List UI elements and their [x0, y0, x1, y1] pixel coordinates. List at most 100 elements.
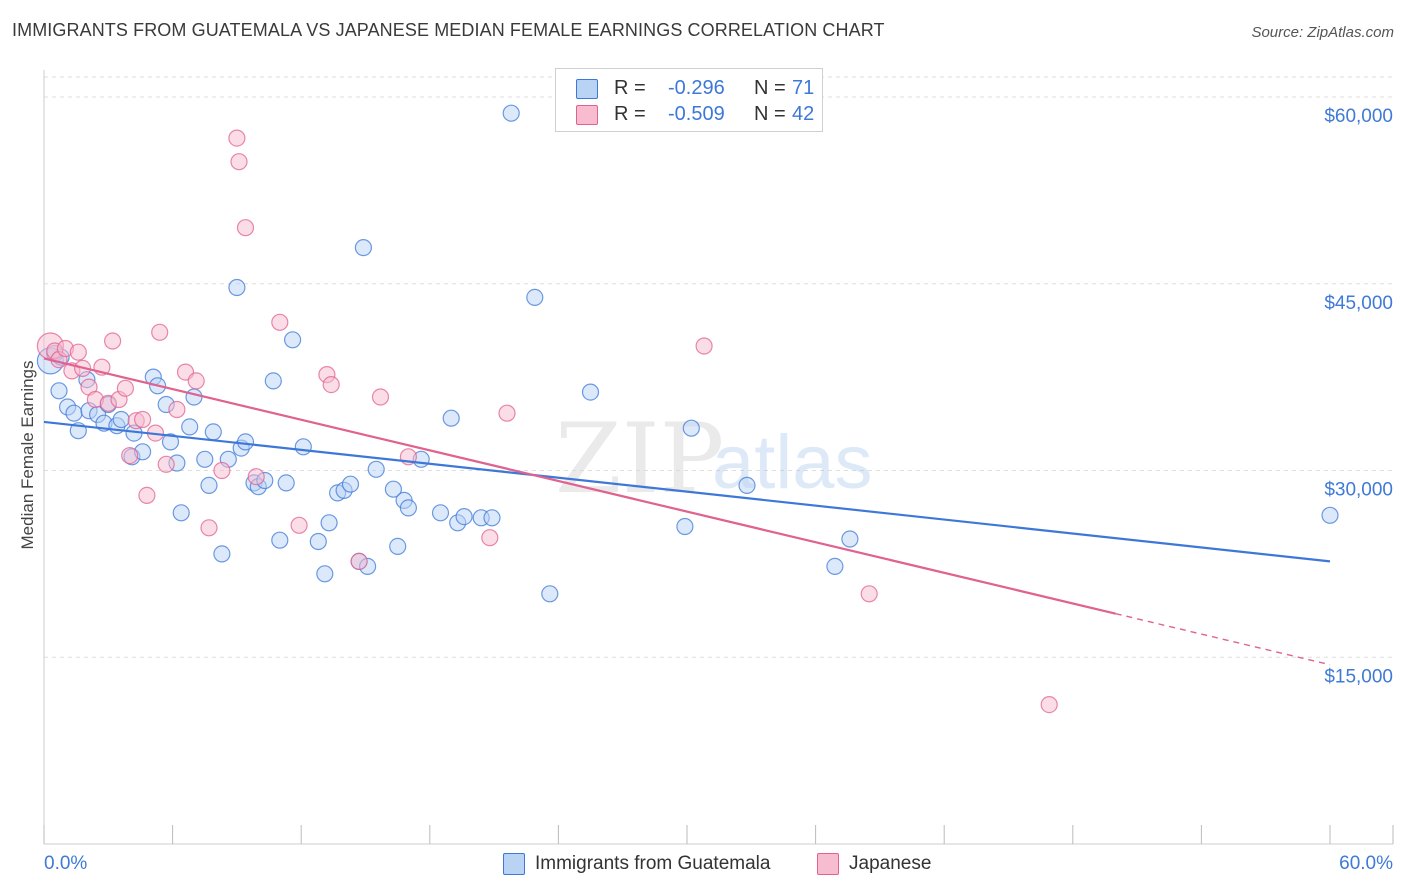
- japanese-point: [230, 153, 248, 171]
- legend-label-guatemala: Immigrants from Guatemala: [535, 853, 771, 874]
- japanese-point: [138, 486, 156, 504]
- x-tick-label: 60.0%: [1339, 853, 1393, 874]
- guatemala-point: [316, 565, 334, 583]
- watermark-atlas: atlas: [712, 420, 873, 505]
- watermark-zip: ZIP: [555, 403, 724, 515]
- zipatlas-watermark: ZIP atlas: [555, 403, 873, 515]
- japanese-point: [228, 129, 246, 147]
- n-value: 42: [792, 103, 815, 125]
- guatemala-point: [367, 460, 385, 478]
- japanese-point: [121, 447, 139, 465]
- japanese-point: [168, 400, 186, 419]
- guatemala-point: [442, 409, 460, 427]
- japanese-trend-line: [43, 357, 1116, 615]
- guatemala-point: [284, 331, 302, 349]
- x-tick-label: 0.0%: [44, 853, 87, 874]
- guatemala-point: [181, 418, 199, 436]
- guatemala-point: [455, 507, 473, 526]
- y-tick-label: $45,000: [1324, 293, 1393, 314]
- trend-lines: [43, 357, 1331, 666]
- guatemala-point: [112, 410, 130, 429]
- guatemala-point: [1321, 506, 1339, 524]
- r-value: -0.509: [668, 103, 725, 125]
- guatemala-point: [65, 404, 83, 422]
- legend-swatch-japanese: [817, 853, 839, 875]
- japanese-point: [350, 552, 368, 571]
- guatemala-point: [277, 474, 295, 492]
- guatemala-trend-line: [43, 420, 1331, 563]
- japanese-point: [213, 461, 231, 480]
- r-label: R =: [614, 77, 646, 99]
- guatemala-point: [213, 545, 231, 563]
- japanese-point: [103, 332, 122, 350]
- chart-source: Source: ZipAtlas.com: [1251, 24, 1394, 41]
- guatemala-point: [389, 537, 407, 556]
- guatemala-point: [309, 532, 327, 551]
- guatemala-point: [541, 585, 559, 603]
- japanese-point: [69, 343, 87, 361]
- japanese-point: [271, 313, 289, 331]
- n-label: N =: [754, 103, 786, 125]
- guatemala-point: [294, 438, 312, 456]
- guatemala-point: [50, 382, 68, 400]
- guatemala-point: [271, 531, 289, 549]
- japanese-point: [322, 376, 340, 394]
- japanese-point: [134, 410, 152, 429]
- n-value: 71: [792, 77, 815, 99]
- japanese-point: [116, 379, 135, 397]
- n-label: N =: [754, 77, 786, 99]
- japanese-point: [157, 455, 175, 473]
- guatemala-point: [384, 480, 402, 498]
- data-points: [36, 104, 1339, 714]
- japanese-point: [860, 585, 878, 603]
- japanese-point: [695, 337, 713, 355]
- y-tick-label: $15,000: [1324, 666, 1393, 687]
- chart-title: IMMIGRANTS FROM GUATEMALA VS JAPANESE ME…: [12, 20, 885, 40]
- guatemala-point: [431, 504, 450, 522]
- guatemala-swatch: [576, 79, 598, 99]
- y-tick-labels: $15,000 $30,000 $45,000 $60,000: [1324, 106, 1393, 687]
- japanese-point: [200, 519, 218, 537]
- y-axis-label: Median Female Earnings: [18, 361, 37, 550]
- japanese-swatch: [576, 105, 598, 125]
- japanese-trend-extension: [1115, 612, 1331, 666]
- japanese-point: [290, 516, 308, 534]
- guatemala-point: [172, 504, 190, 522]
- y-tick-label: $30,000: [1324, 480, 1393, 501]
- legend-swatch-guatemala: [503, 853, 525, 875]
- japanese-point: [187, 372, 205, 390]
- r-value: -0.296: [668, 77, 725, 99]
- guatemala-point: [581, 383, 600, 401]
- guatemala-point: [483, 509, 501, 527]
- japanese-point: [498, 404, 516, 422]
- guatemala-point: [341, 475, 360, 493]
- guatemala-point: [264, 372, 282, 390]
- japanese-point: [1040, 695, 1058, 714]
- guatemala-point: [161, 433, 180, 451]
- legend-label-japanese: Japanese: [849, 853, 932, 874]
- guatemala-point: [841, 530, 859, 548]
- axes: [43, 70, 1394, 845]
- guatemala-point: [354, 239, 372, 257]
- guatemala-point: [196, 450, 214, 468]
- guatemala-point: [228, 278, 246, 297]
- guatemala-point: [236, 433, 255, 451]
- guatemala-point: [200, 476, 218, 494]
- guatemala-point: [320, 514, 338, 532]
- guatemala-point: [676, 517, 694, 536]
- japanese-point: [247, 468, 265, 486]
- japanese-point: [371, 388, 390, 406]
- x-tick-labels: 0.0% 60.0%: [44, 853, 1393, 874]
- japanese-point: [236, 219, 255, 237]
- japanese-point: [481, 529, 499, 547]
- guatemala-point: [682, 419, 700, 437]
- japanese-point: [151, 323, 169, 341]
- guatemala-point: [502, 104, 520, 122]
- guatemala-point: [738, 476, 756, 494]
- stats-legend: R = -0.296 N = 71 R = -0.509 N = 42: [555, 68, 823, 132]
- guatemala-point: [185, 388, 203, 406]
- r-label: R =: [614, 103, 646, 125]
- y-tick-label: $60,000: [1324, 106, 1393, 127]
- guatemala-point: [204, 423, 222, 441]
